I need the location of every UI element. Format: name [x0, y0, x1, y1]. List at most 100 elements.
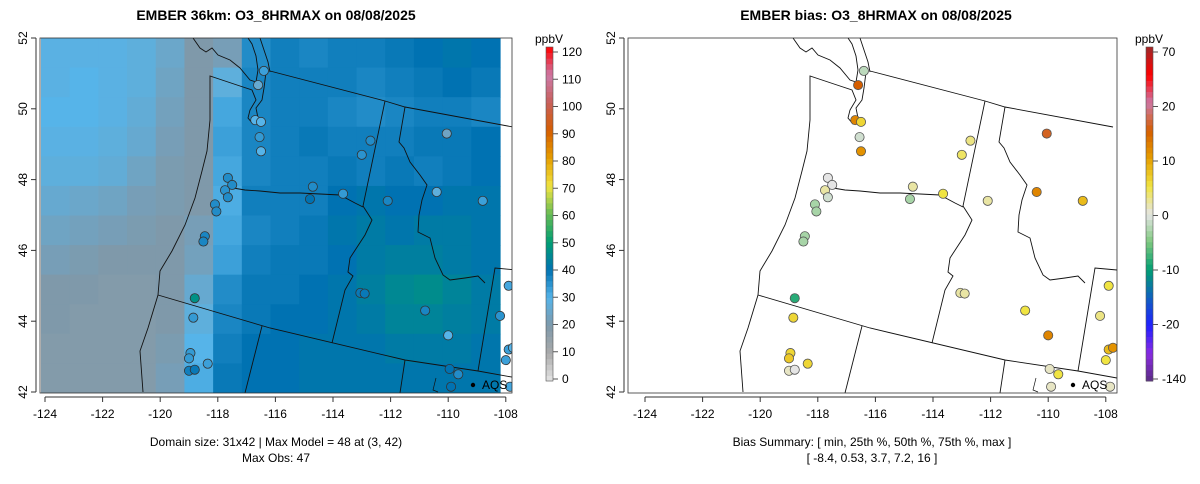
model-grid-cell [270, 333, 300, 365]
obs-station-marker [500, 355, 511, 366]
model-grid-cell [41, 245, 71, 276]
y-tick-label: 42 [16, 385, 30, 399]
model-grid-cell [356, 38, 386, 69]
model-grid-cell [270, 126, 300, 157]
model-grid-cell [413, 156, 444, 187]
colorbar-segment [546, 175, 553, 182]
colorbar-segment [546, 124, 553, 131]
model-grid-cell [327, 67, 358, 98]
model-grid-cell [471, 215, 501, 246]
model-grid-cell [442, 156, 472, 187]
model-grid-cell [41, 185, 71, 217]
model-grid-cell [213, 363, 243, 393]
bias-colorbar-units: ppbV [1135, 32, 1163, 46]
colorbar-segment [546, 219, 553, 226]
colorbar-segment [1146, 169, 1153, 176]
colorbar-segment [1146, 180, 1153, 187]
model-grid-cell [184, 38, 214, 69]
colorbar-segment [546, 325, 553, 332]
colorbar-segment [1146, 186, 1153, 193]
bias-station-marker [1103, 280, 1114, 291]
colorbar-segment [546, 353, 553, 360]
model-grid-cell [41, 67, 71, 98]
model-grid-cell [98, 363, 128, 393]
x-tick-label: -114 [321, 407, 344, 421]
x-tick-label: -122 [91, 407, 115, 421]
bias-station-marker [907, 181, 918, 192]
colorbar-segment [1146, 197, 1153, 204]
obs-station-marker [495, 310, 506, 321]
model-grid-cell [127, 215, 157, 246]
model-grid-cell [356, 333, 386, 365]
colorbar-tick-label: 0 [562, 372, 569, 386]
colorbar-segment [546, 330, 553, 337]
obs-station-marker [503, 280, 512, 291]
model-grid-cell [69, 304, 99, 335]
model-grid-cell [127, 126, 157, 157]
model-grid-cell [327, 38, 358, 69]
bias-station-marker [959, 288, 970, 299]
bias-station-marker [1100, 355, 1111, 366]
x-tick-label: -116 [264, 407, 287, 421]
colorbar-segment [1146, 342, 1153, 349]
colorbar-segment [546, 152, 553, 159]
model-grid-cell [41, 215, 71, 246]
model-grid-cell [127, 245, 157, 276]
model-axes: -124 -122 -120 -118 -116 -114 -112 -110 -108 42 44… [16, 31, 518, 421]
bias-station-marker [1020, 305, 1031, 316]
colorbar-segment [546, 208, 553, 215]
bias-station-marker [1053, 369, 1064, 380]
colorbar-segment [1146, 108, 1153, 115]
model-grid-cell [184, 67, 214, 98]
model-grid-cell [471, 38, 501, 69]
x-tick-label: -120 [148, 407, 172, 421]
colorbar-segment [1146, 314, 1153, 321]
model-grid-cell [213, 126, 243, 157]
bias-station-marker [1105, 381, 1116, 392]
y-tick-label: 52 [604, 31, 618, 45]
colorbar-segment [1146, 124, 1153, 131]
model-grid-cell [327, 126, 358, 157]
bias-station-marker [788, 312, 799, 323]
obs-station-marker [446, 381, 457, 392]
x-tick-label: -110 [437, 407, 460, 421]
bias-caption-line1: Bias Summary: [ min, 25th %, 50th %, 75t… [733, 435, 1012, 449]
colorbar-segment [1146, 58, 1153, 65]
colorbar-segment [546, 197, 553, 204]
colorbar-segment [1146, 214, 1153, 221]
colorbar-segment [546, 169, 553, 176]
model-grid-cell [471, 156, 501, 187]
model-grid-cell [385, 156, 415, 187]
bias-station-marker [965, 135, 976, 146]
colorbar-tick-label: 60 [562, 209, 576, 223]
bias-station-marker [1044, 363, 1055, 374]
colorbar-segment [546, 314, 553, 321]
model-grid-cell [127, 97, 157, 128]
colorbar-segment [1146, 191, 1153, 198]
model-grid-cell [471, 333, 501, 365]
bias-panel: EMBER bias: O3_8HRMAX on 08/08/2025 AQS … [604, 7, 1186, 465]
colorbar-segment [546, 269, 553, 276]
plot-frame [627, 37, 1118, 394]
colorbar-segment [546, 85, 553, 93]
model-grid-cell [69, 38, 99, 69]
colorbar-frame [1145, 46, 1154, 382]
colorbar-segment [1146, 152, 1153, 159]
colorbar-segment [1146, 325, 1153, 332]
model-grid-cell [241, 304, 272, 335]
model-grid-cell [413, 126, 444, 157]
model-grid-cell [356, 363, 386, 393]
model-grid-cell [442, 67, 472, 98]
colorbar-segment [1146, 375, 1153, 382]
colorbar-segment [546, 336, 553, 343]
model-grid-cell [299, 97, 329, 128]
model-grid-cell [41, 304, 71, 335]
x-tick-label: -112 [379, 407, 402, 421]
bias-station-marker [789, 364, 800, 375]
colorbar-segment [546, 102, 553, 109]
obs-station-marker [359, 288, 370, 299]
x-tick-label: -108 [494, 407, 518, 421]
bias-caption-line2: [ -8.4, 0.53, 3.7, 7.2, 16 ] [807, 451, 938, 465]
colorbar-segment [1146, 303, 1153, 310]
